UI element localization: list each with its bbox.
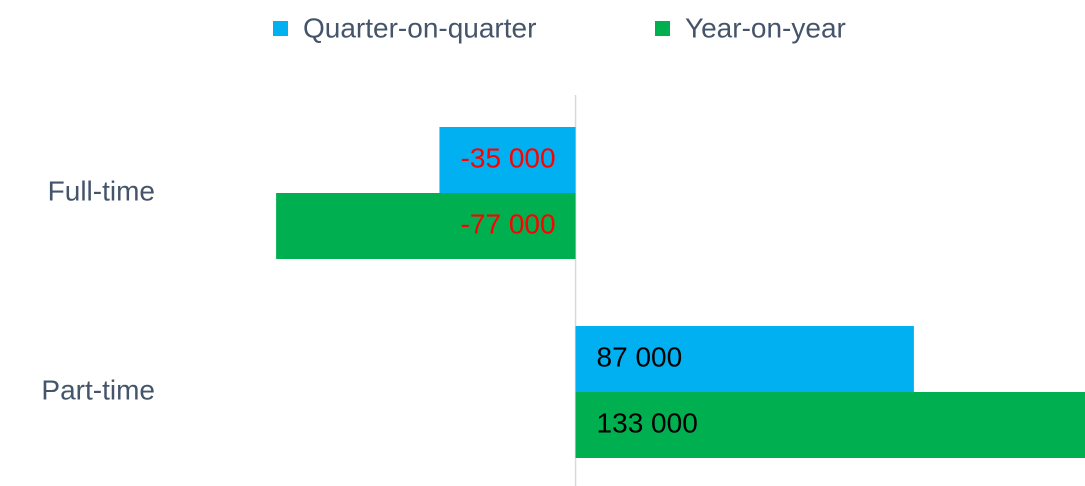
category-label: Part-time — [41, 374, 155, 405]
legend-label: Quarter-on-quarter — [303, 12, 536, 43]
bar — [276, 193, 576, 259]
legend-label: Year-on-year — [685, 12, 846, 43]
legend-swatch — [655, 21, 670, 36]
value-label: -35 000 — [461, 142, 556, 173]
legend-swatch — [273, 21, 288, 36]
bar — [575, 326, 914, 392]
value-label: 87 000 — [597, 341, 683, 372]
bar — [575, 392, 1085, 458]
category-label: Full-time — [48, 175, 155, 206]
value-label: 133 000 — [597, 407, 698, 438]
value-label: -77 000 — [461, 208, 556, 239]
bar — [439, 127, 576, 193]
